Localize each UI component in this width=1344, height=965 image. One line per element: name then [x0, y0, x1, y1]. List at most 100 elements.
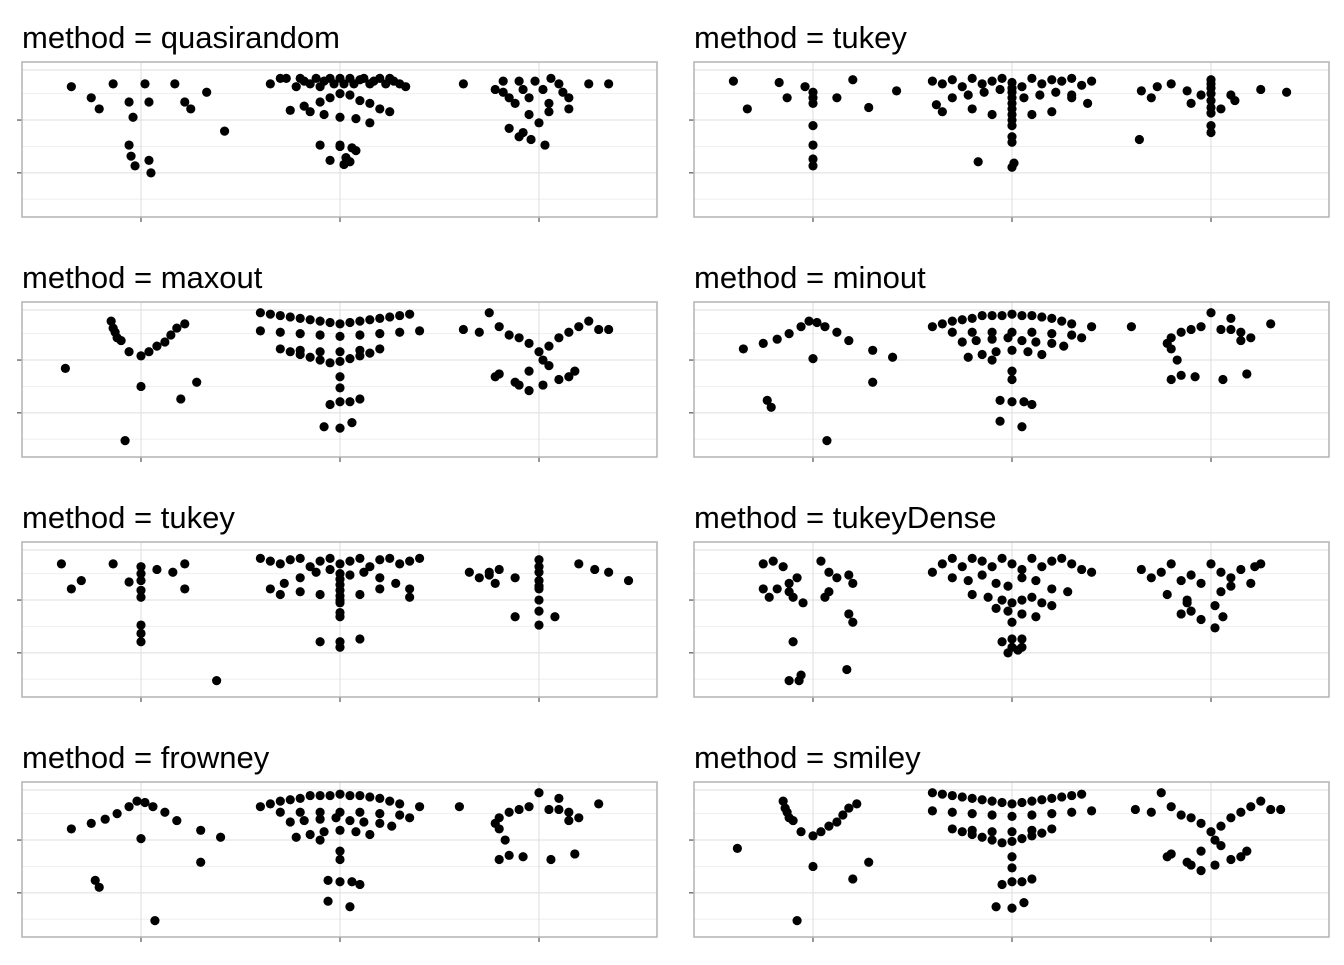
data-point: [285, 555, 295, 565]
data-point: [864, 102, 874, 113]
data-point: [299, 101, 309, 111]
data-point: [792, 573, 802, 583]
data-point: [800, 82, 810, 92]
data-point: [824, 821, 834, 831]
data-point: [888, 352, 898, 362]
data-point: [375, 73, 385, 83]
data-point: [385, 553, 395, 563]
panel-border: [21, 301, 658, 458]
data-point: [1196, 322, 1206, 332]
data-point: [1037, 312, 1047, 322]
data-point: [375, 313, 385, 323]
data-point: [106, 316, 116, 326]
data-point: [1156, 788, 1166, 798]
data-point: [844, 803, 854, 813]
data-point: [997, 595, 1007, 605]
data-point: [987, 109, 997, 120]
data-point: [136, 620, 146, 630]
data-point: [1166, 344, 1176, 354]
data-point: [335, 598, 345, 608]
data-point: [987, 310, 997, 321]
data-point: [1196, 846, 1206, 856]
data-point: [977, 556, 987, 566]
data-point: [1196, 818, 1206, 828]
data-point: [808, 831, 818, 841]
data-point: [136, 628, 146, 639]
data-point: [1190, 372, 1200, 382]
data-point: [295, 329, 305, 339]
data-point: [355, 634, 365, 644]
data-point: [196, 857, 206, 867]
data-point: [265, 79, 275, 89]
data-point: [510, 573, 520, 583]
point-group-2: [927, 788, 1097, 913]
data-point: [305, 107, 315, 117]
data-point: [1047, 601, 1057, 611]
data-point: [1023, 347, 1033, 357]
panel-border: [693, 301, 1330, 458]
data-point: [335, 846, 345, 856]
data-point: [345, 790, 355, 801]
data-point: [1166, 333, 1176, 343]
data-point: [1057, 316, 1067, 326]
data-point: [510, 98, 520, 108]
data-point: [136, 575, 146, 586]
point-group-3: [454, 788, 604, 865]
data-point: [305, 790, 315, 801]
data-point: [335, 331, 345, 342]
data-point: [570, 849, 580, 859]
panel-border: [21, 541, 658, 698]
data-point: [1206, 827, 1216, 837]
panel-title: method = tukey: [22, 500, 235, 535]
data-point: [524, 366, 534, 376]
data-point: [987, 810, 997, 820]
panel-border: [693, 781, 1330, 938]
data-point: [375, 104, 385, 114]
panel-title: method = smiley: [694, 740, 921, 775]
point-group-1: [732, 796, 874, 926]
data-point: [524, 109, 534, 120]
data-point: [120, 436, 130, 446]
data-point: [1067, 73, 1077, 83]
data-point: [86, 93, 96, 103]
data-point: [844, 609, 854, 619]
data-point: [1186, 98, 1196, 108]
data-point: [339, 159, 349, 170]
data-point: [255, 553, 265, 563]
data-point: [1226, 324, 1236, 335]
data-point: [1007, 598, 1017, 608]
data-point: [1226, 581, 1236, 591]
data-point: [319, 109, 329, 120]
data-point: [798, 598, 808, 608]
data-point: [315, 347, 325, 357]
data-point: [504, 330, 514, 340]
data-point: [957, 827, 967, 837]
data-point: [1196, 866, 1206, 876]
point-group-3: [1130, 788, 1286, 876]
data-point: [1236, 852, 1246, 862]
data-point: [538, 380, 548, 390]
data-point: [359, 817, 369, 827]
data-point: [494, 824, 504, 834]
data-point: [518, 84, 528, 95]
data-point: [405, 813, 415, 823]
data-point: [1067, 807, 1077, 817]
data-point: [387, 821, 397, 831]
data-point: [375, 818, 385, 828]
data-point: [325, 93, 335, 103]
data-point: [758, 338, 768, 348]
point-group-3: [1134, 75, 1292, 145]
data-point: [1206, 108, 1216, 118]
data-point: [1176, 575, 1186, 586]
data-point: [291, 832, 301, 842]
data-point: [1047, 107, 1057, 117]
data-point: [997, 637, 1007, 647]
data-point: [1176, 810, 1186, 820]
data-point: [136, 569, 146, 579]
data-point: [1017, 595, 1027, 605]
data-point: [1276, 804, 1286, 815]
data-point: [1186, 813, 1196, 823]
data-point: [832, 93, 842, 103]
data-point: [1035, 90, 1045, 100]
data-point: [1007, 374, 1017, 385]
